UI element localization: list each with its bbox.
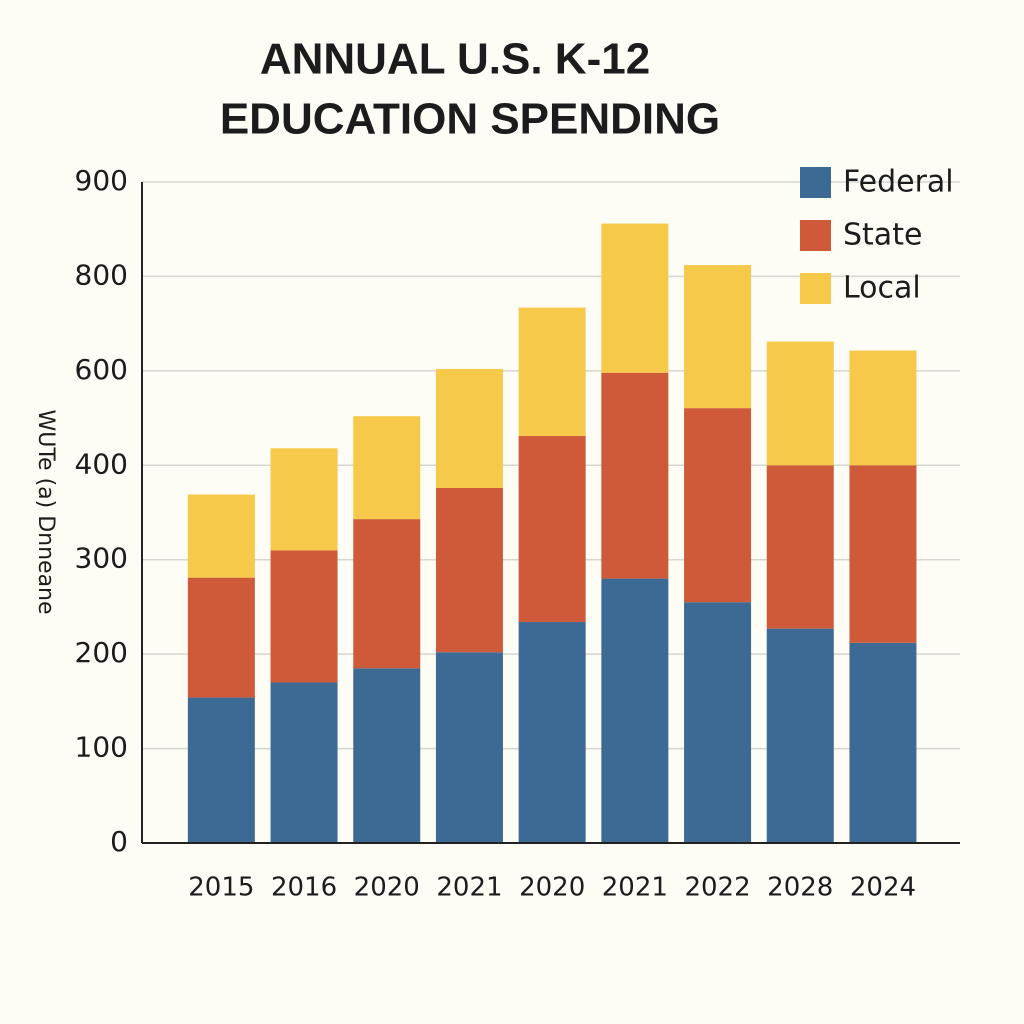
- bar-segment: [187, 577, 255, 698]
- bar-segment: [353, 519, 421, 669]
- legend-label: Local: [843, 271, 921, 306]
- y-tick-label: 300: [75, 542, 128, 575]
- x-tick-label: 2016: [271, 873, 337, 903]
- bar-segment: [353, 416, 421, 520]
- legend-swatch: [800, 167, 831, 198]
- bar-segment: [187, 697, 255, 843]
- x-tick-label: 2021: [436, 873, 502, 903]
- bar-segment: [601, 372, 669, 579]
- y-tick-label: 900: [75, 164, 128, 197]
- legend-label: Federal: [843, 165, 954, 200]
- y-tick-label: 600: [75, 353, 128, 386]
- chart-title: ANNUAL U.S. K-12: [260, 35, 650, 84]
- bar-segment: [766, 341, 834, 466]
- bar-segment: [766, 628, 834, 843]
- y-axis-label: WUTe (a) Dnneane: [33, 409, 58, 614]
- bar-segment: [187, 494, 255, 578]
- legend-swatch: [800, 273, 831, 304]
- legend-label: State: [843, 218, 922, 253]
- bar-segment: [435, 652, 503, 843]
- y-tick-label: 0: [110, 825, 128, 858]
- bar-segment: [435, 368, 503, 488]
- y-tick-label: 100: [75, 731, 128, 764]
- bar-segment: [601, 223, 669, 373]
- chart-title: EDUCATION SPENDING: [220, 95, 720, 144]
- x-tick-label: 2015: [188, 873, 254, 903]
- bar-segment: [684, 602, 752, 843]
- y-tick-label: 800: [75, 258, 128, 291]
- x-tick-label: 2020: [354, 873, 420, 903]
- bar-segment: [518, 307, 586, 437]
- bar-segment: [435, 487, 503, 653]
- bar-segment: [353, 668, 421, 843]
- bar-segment: [684, 408, 752, 603]
- x-tick-label: 2021: [602, 873, 668, 903]
- bar-segment: [849, 350, 917, 466]
- bar-segment: [766, 465, 834, 629]
- bar-segment: [270, 682, 338, 843]
- x-tick-label: 2020: [519, 873, 585, 903]
- x-tick-label: 2024: [850, 873, 916, 903]
- y-tick-label: 200: [75, 636, 128, 669]
- x-tick-label: 2022: [684, 873, 750, 903]
- bar-segment: [849, 465, 917, 643]
- bar-segment: [270, 448, 338, 551]
- x-tick-label: 2028: [767, 873, 833, 903]
- bar-segment: [270, 550, 338, 683]
- bar-segment: [601, 578, 669, 843]
- y-tick-label: 400: [75, 447, 128, 480]
- bar-segment: [518, 622, 586, 843]
- bar-segment: [684, 265, 752, 409]
- legend-swatch: [800, 220, 831, 251]
- bar-segment: [518, 436, 586, 623]
- bar-segment: [849, 642, 917, 843]
